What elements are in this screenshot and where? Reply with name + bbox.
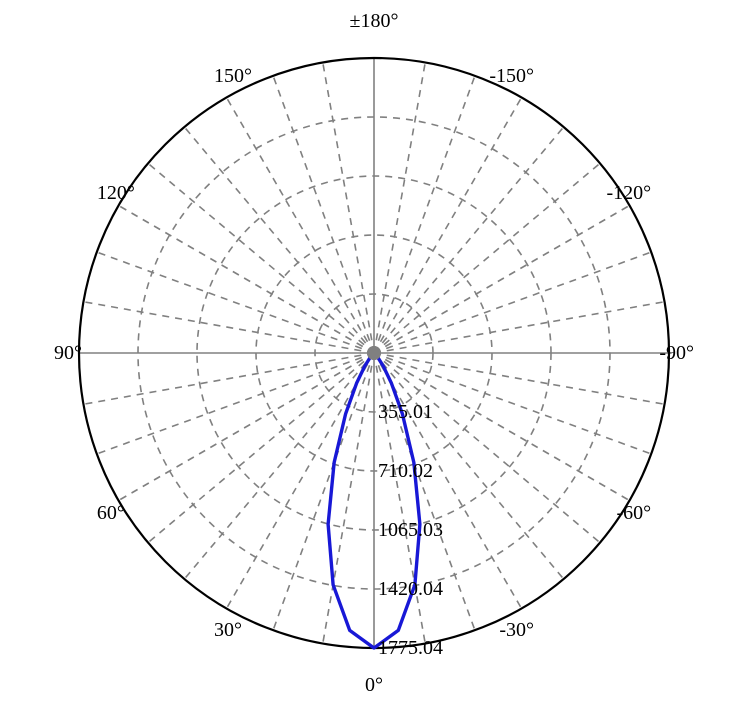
polar-radial-labels: 355.01 710.02 1065.03 1420.04 1775.04 [378,401,443,659]
polar-grid-spoke [83,302,374,353]
polar-angle-label: -30° [499,619,534,641]
polar-grid-spoke [374,353,665,404]
polar-radial-label: 355.01 [378,401,433,423]
polar-grid-spoke [374,206,629,354]
polar-angle-label: 60° [97,502,125,524]
polar-angle-label: -150° [489,65,534,87]
polar-angle-label: 0° [365,674,383,696]
polar-grid-spoke [184,127,374,353]
polar-angle-label: 150° [214,65,252,87]
polar-grid-spoke [148,353,374,543]
polar-grid-spoke [119,353,374,501]
polar-center-dot [367,346,381,360]
polar-angle-label: 30° [214,619,242,641]
polar-angle-label: ±180° [350,10,399,32]
polar-angle-label: 120° [97,182,135,204]
polar-grid-spoke [227,98,375,353]
polar-radial-label: 1065.03 [378,519,443,541]
polar-grid-spoke [148,163,374,353]
polar-grid-spoke [374,98,522,353]
polar-grid-spoke [374,127,564,353]
polar-grid-spoke [83,353,374,404]
polar-radial-label: 710.02 [378,460,433,482]
polar-grid-spoke [374,62,425,353]
polar-radial-label: 1420.04 [378,578,443,600]
polar-angle-label: -90° [659,342,694,364]
polar-angle-label: -60° [616,502,651,524]
polar-angle-label: 90° [54,342,82,364]
polar-radial-label: 1775.04 [378,637,443,659]
polar-angle-label: -120° [606,182,651,204]
polar-chart: 355.01 710.02 1065.03 1420.04 1775.04 ±180° 1… [0,0,749,706]
polar-grid-spoke [374,302,665,353]
polar-grid-spoke [374,163,600,353]
polar-grid-spoke [119,206,374,354]
polar-grid-spoke [374,353,600,543]
polar-grid-spoke [323,62,374,353]
polar-grid-spoke [184,353,374,579]
